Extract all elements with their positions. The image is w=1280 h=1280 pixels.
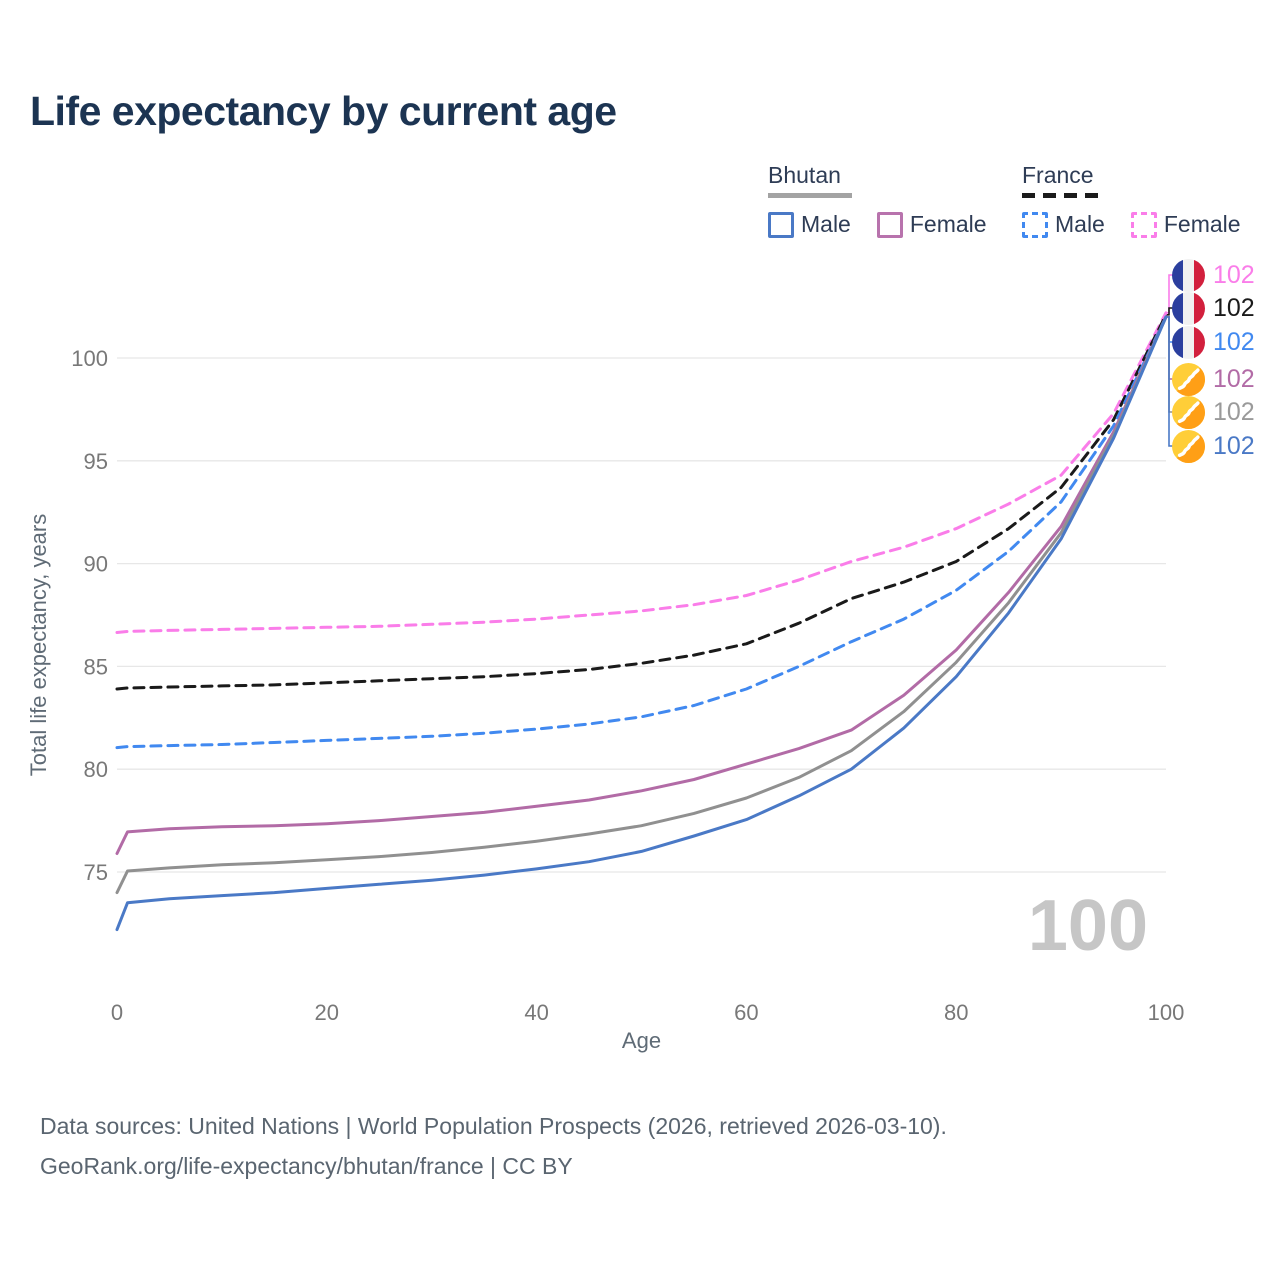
- legend-item-label: Male: [1055, 211, 1105, 237]
- legend-items-bhutan: Male Female: [768, 211, 987, 238]
- y-axis-title: Total life expectancy, years: [30, 514, 51, 777]
- y-tick-label: 90: [84, 552, 108, 577]
- footer-data-sources: Data sources: United Nations | World Pop…: [40, 1113, 947, 1139]
- legend-item-label: Female: [1163, 211, 1241, 237]
- series-line-france-total[interactable]: [115, 313, 1168, 691]
- legend-group-title-bhutan: Bhutan: [768, 162, 841, 188]
- legend-item-france-female[interactable]: Female: [1130, 211, 1241, 238]
- legend-item-label: Female: [909, 211, 987, 237]
- legend-group-bhutan: Bhutan Male Female: [768, 162, 987, 238]
- x-tick-label: 40: [524, 1000, 548, 1025]
- legend-item-label: Male: [801, 211, 851, 237]
- legend-item-bhutan-male[interactable]: Male: [768, 211, 851, 238]
- legend-items-france: Male Female: [1022, 211, 1241, 238]
- end-value-label: 102: [1213, 327, 1255, 356]
- x-tick-label: 20: [315, 1000, 339, 1025]
- series-line-bhutan-male[interactable]: [115, 315, 1168, 932]
- end-value-label: 102: [1213, 397, 1255, 426]
- legend-item-bhutan-female[interactable]: Female: [876, 211, 987, 238]
- hover-age-watermark: 100: [1028, 886, 1148, 966]
- end-label-row-bhutan-total: 102: [1172, 395, 1255, 429]
- page-title: Life expectancy by current age: [30, 88, 617, 134]
- legend-swatch-dashed-female-icon: [1130, 211, 1157, 238]
- bhutan-flag-icon: [1172, 429, 1205, 463]
- legend-group-france: France Male Female: [1022, 162, 1241, 238]
- end-value-label: 102: [1213, 293, 1255, 322]
- legend-line-style-dashed: [1022, 193, 1104, 198]
- footer: Data sources: United Nations | World Pop…: [40, 1106, 947, 1186]
- legend-group-title-france: France: [1022, 162, 1094, 188]
- y-tick-label: 85: [84, 654, 108, 679]
- france-flag-icon: [1172, 291, 1205, 325]
- footer-attribution: GeoRank.org/life-expectancy/bhutan/franc…: [40, 1153, 573, 1179]
- x-tick-label: 100: [1148, 1000, 1185, 1025]
- y-tick-label: 80: [84, 757, 108, 782]
- legend-swatch-solid-female-icon: [876, 211, 903, 238]
- legend-swatch-solid-male-icon: [768, 211, 794, 238]
- end-label-row-france-total: 102: [1172, 291, 1255, 325]
- france-flag-icon: [1172, 258, 1205, 292]
- y-tick-label: 75: [84, 860, 108, 885]
- series-line-bhutan-female[interactable]: [115, 315, 1168, 855]
- end-value-label: 102: [1213, 260, 1255, 289]
- legend-line-style-solid: [768, 193, 852, 198]
- end-label-row-bhutan-male: 102: [1172, 429, 1255, 463]
- end-value-label: 102: [1213, 431, 1255, 460]
- series-line-bhutan-total[interactable]: [115, 315, 1168, 895]
- legend-item-france-male[interactable]: Male: [1022, 211, 1105, 238]
- france-flag-icon: [1172, 325, 1205, 359]
- life-expectancy-line-chart[interactable]: 75 80 85 90 95 100 0 20 40 60 80 100 Age Total life e…: [30, 250, 1260, 1070]
- end-label-row-france-female: 102: [1172, 258, 1255, 292]
- series-line-france-female[interactable]: [115, 311, 1168, 634]
- y-tick-label: 95: [84, 449, 108, 474]
- x-tick-label: 0: [111, 1000, 123, 1025]
- x-tick-label: 60: [734, 1000, 758, 1025]
- end-label-row-france-male: 102: [1172, 325, 1255, 359]
- bhutan-flag-icon: [1172, 395, 1205, 429]
- end-value-label: 102: [1213, 364, 1255, 393]
- bhutan-flag-icon: [1172, 362, 1205, 396]
- x-tick-label: 80: [944, 1000, 968, 1025]
- series-line-france-male[interactable]: [115, 315, 1168, 750]
- end-label-row-bhutan-female: 102: [1172, 362, 1255, 396]
- y-tick-label: 100: [71, 346, 108, 371]
- x-axis-title: Age: [622, 1028, 661, 1053]
- legend-swatch-dashed-male-icon: [1022, 211, 1048, 238]
